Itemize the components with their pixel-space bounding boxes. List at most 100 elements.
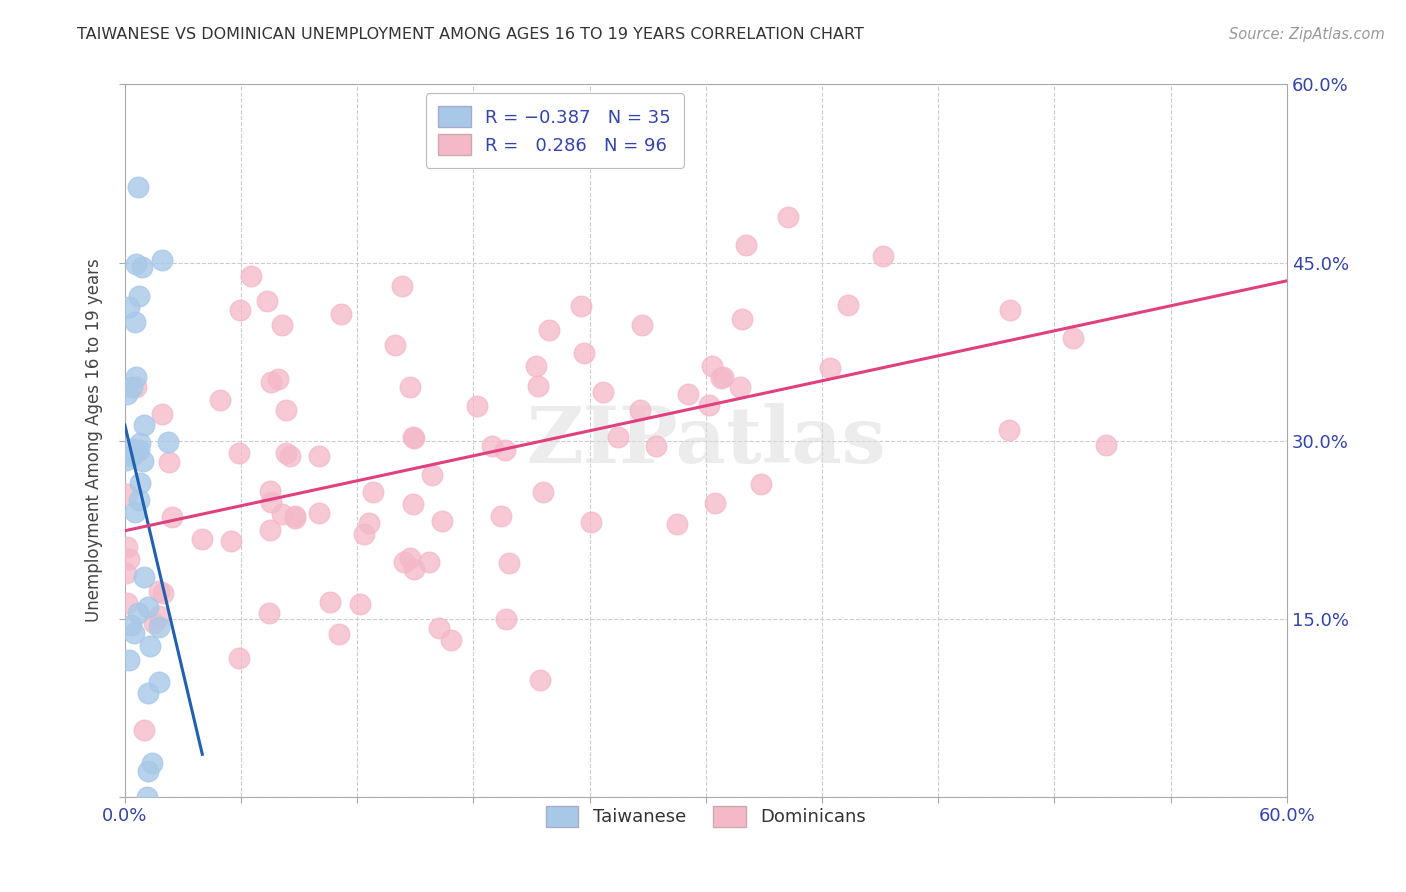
Point	[592, 384, 614, 399]
Point	[402, 430, 425, 444]
Point	[115, 566, 138, 580]
Point	[136, 599, 159, 614]
Point	[1062, 331, 1084, 345]
Point	[391, 279, 413, 293]
Point	[481, 438, 503, 452]
Point	[121, 380, 143, 394]
Point	[121, 450, 143, 464]
Point	[666, 516, 689, 531]
Point	[645, 439, 668, 453]
Point	[363, 485, 385, 500]
Point	[628, 403, 651, 417]
Point	[432, 514, 454, 528]
Point	[139, 639, 162, 653]
Point	[128, 492, 150, 507]
Point	[118, 653, 141, 667]
Point	[148, 674, 170, 689]
Point	[489, 508, 512, 523]
Point	[132, 723, 155, 737]
Point	[728, 379, 751, 393]
Point	[115, 596, 138, 610]
Point	[157, 455, 180, 469]
Legend: Taiwanese, Dominicans: Taiwanese, Dominicans	[538, 798, 873, 834]
Point	[631, 318, 654, 332]
Point	[122, 626, 145, 640]
Point	[494, 442, 516, 457]
Point	[527, 378, 550, 392]
Point	[160, 509, 183, 524]
Point	[678, 387, 700, 401]
Point	[270, 507, 292, 521]
Point	[308, 449, 330, 463]
Point	[837, 298, 859, 312]
Point	[128, 443, 150, 458]
Point	[141, 756, 163, 771]
Point	[524, 359, 547, 374]
Point	[124, 505, 146, 519]
Point	[579, 515, 602, 529]
Point	[125, 257, 148, 271]
Point	[749, 477, 772, 491]
Point	[713, 369, 735, 384]
Point	[998, 302, 1021, 317]
Point	[120, 442, 142, 457]
Point	[115, 540, 138, 554]
Point	[710, 370, 733, 384]
Point	[349, 598, 371, 612]
Point	[353, 526, 375, 541]
Point	[134, 570, 156, 584]
Point	[143, 616, 166, 631]
Point	[118, 551, 141, 566]
Point	[124, 444, 146, 458]
Point	[330, 306, 353, 320]
Point	[398, 380, 420, 394]
Y-axis label: Unemployment Among Ages 16 to 19 years: Unemployment Among Ages 16 to 19 years	[86, 259, 103, 623]
Point	[399, 551, 422, 566]
Point	[256, 293, 278, 308]
Point	[319, 595, 342, 609]
Point	[128, 289, 150, 303]
Point	[136, 686, 159, 700]
Point	[569, 299, 592, 313]
Point	[308, 506, 330, 520]
Point	[440, 632, 463, 647]
Point	[872, 249, 894, 263]
Point	[699, 398, 721, 412]
Point	[267, 372, 290, 386]
Point	[274, 403, 297, 417]
Point	[148, 620, 170, 634]
Point	[278, 450, 301, 464]
Point	[704, 496, 727, 510]
Point	[191, 532, 214, 546]
Point	[124, 369, 146, 384]
Point	[152, 252, 174, 267]
Point	[127, 180, 149, 194]
Point	[259, 606, 281, 620]
Point	[228, 651, 250, 665]
Point	[152, 586, 174, 600]
Point	[157, 435, 180, 450]
Point	[131, 260, 153, 275]
Point	[359, 516, 381, 530]
Point	[734, 238, 756, 252]
Point	[229, 302, 252, 317]
Point	[136, 789, 159, 804]
Point	[124, 315, 146, 329]
Point	[731, 312, 754, 326]
Point	[115, 452, 138, 467]
Point	[418, 555, 440, 569]
Point	[121, 618, 143, 632]
Point	[498, 556, 520, 570]
Point	[136, 764, 159, 778]
Point	[150, 407, 173, 421]
Point	[127, 606, 149, 620]
Point	[818, 360, 841, 375]
Point	[776, 211, 799, 225]
Point	[328, 627, 350, 641]
Point	[284, 509, 307, 524]
Point	[260, 375, 283, 389]
Point	[402, 431, 425, 445]
Point	[465, 399, 488, 413]
Point	[384, 337, 406, 351]
Point	[495, 612, 517, 626]
